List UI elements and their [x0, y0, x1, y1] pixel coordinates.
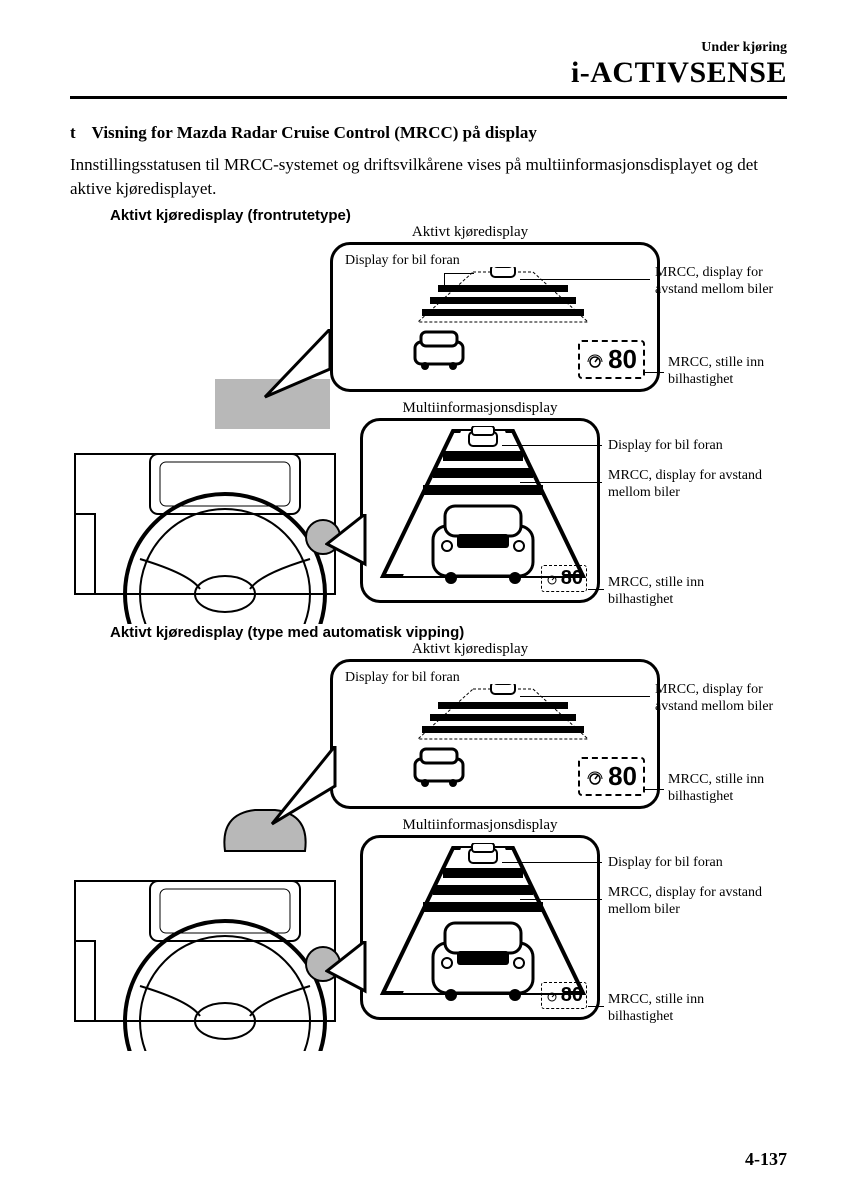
block2: Aktivt kjøredisplay Display for bil fora…	[70, 641, 787, 1051]
section-marker: t	[70, 123, 76, 143]
block1-panel2-label3: MRCC, stille inn bilhastighet	[608, 574, 748, 609]
header-small-text: Under kjøring	[70, 40, 787, 56]
block2-panel2-speed-box: 80	[541, 982, 587, 1009]
block2-panel2-label2: MRCC, display for avstand mellom biler	[608, 884, 768, 919]
block2-panel1-speed: 80	[608, 761, 637, 792]
cruise-icon	[586, 350, 604, 368]
block1-panel2-label1: Display for bil foran	[608, 437, 723, 455]
leader-4a	[502, 862, 602, 863]
page-number: 4-137	[745, 1149, 787, 1170]
block1: Aktivt kjøredisplay Display for bil fora…	[70, 224, 787, 624]
leader-4c	[588, 1006, 604, 1007]
leader-1a	[520, 279, 650, 280]
block2-panel1-speed-box: 80	[578, 757, 645, 796]
hud-road-diagram-2	[403, 684, 603, 794]
block1-panel1: Display for bil foran 80	[330, 242, 660, 392]
block2-panel1-label-speed: MRCC, stille inn bilhastighet	[668, 771, 798, 806]
header-rule	[70, 96, 787, 99]
block2-panel2-speed: 80	[561, 984, 583, 1007]
block1-subhead: Aktivt kjøredisplay (frontrutetype)	[110, 207, 787, 224]
block2-panel1: Display for bil foran 80	[330, 659, 660, 809]
block2-panel1-title: Aktivt kjøredisplay	[370, 641, 570, 658]
cruise-icon	[545, 988, 559, 1002]
cruise-icon	[545, 571, 559, 585]
pointer-4	[325, 941, 375, 1001]
leader-2a	[502, 445, 602, 446]
block2-panel2-label3: MRCC, stille inn bilhastighet	[608, 991, 748, 1026]
block1-panel2-title: Multiinformasjonsdisplay	[380, 400, 580, 417]
block2-subhead: Aktivt kjøredisplay (type med automatisk…	[110, 624, 787, 641]
pointer-3	[270, 746, 350, 826]
leader-1b	[644, 372, 664, 373]
block1-panel2-speed-box: 80	[541, 565, 587, 592]
leader-1a-v	[444, 273, 445, 286]
section-title: Visning for Mazda Radar Cruise Control (…	[92, 123, 537, 142]
hud-road-diagram	[403, 267, 603, 377]
header-large-text: i-ACTIVSENSE	[70, 56, 787, 90]
block2-panel2-label1: Display for bil foran	[608, 854, 723, 872]
leader-3a	[520, 696, 650, 697]
dashboard-sketch-2	[70, 851, 350, 1051]
intro-paragraph: Innstillingsstatusen til MRCC-systemet o…	[70, 153, 787, 201]
block1-panel1-speed: 80	[608, 344, 637, 375]
cruise-icon	[586, 767, 604, 785]
leader-1a-h	[444, 273, 474, 274]
block1-panel1-speed-box: 80	[578, 340, 645, 379]
leader-2c	[588, 589, 604, 590]
block2-panel2-title: Multiinformasjonsdisplay	[380, 817, 580, 834]
leader-2b	[520, 482, 602, 483]
pointer-1	[260, 329, 340, 399]
block1-panel2-speed: 80	[561, 567, 583, 590]
dashboard-sketch	[70, 424, 350, 624]
pointer-2	[325, 514, 375, 574]
section-heading: t Visning for Mazda Radar Cruise Control…	[70, 123, 787, 143]
leader-3b	[644, 789, 664, 790]
block2-panel1-label-right: MRCC, display for avstand mellom biler	[655, 681, 805, 716]
block1-panel1-label-speed: MRCC, stille inn bilhastighet	[668, 354, 798, 389]
page-header: Under kjøring i-ACTIVSENSE	[70, 40, 787, 90]
block1-panel1-title: Aktivt kjøredisplay	[370, 224, 570, 241]
block1-panel2-label2: MRCC, display for avstand mellom biler	[608, 467, 768, 502]
block1-panel1-label-right: MRCC, display for avstand mellom biler	[655, 264, 805, 299]
leader-4b	[520, 899, 602, 900]
